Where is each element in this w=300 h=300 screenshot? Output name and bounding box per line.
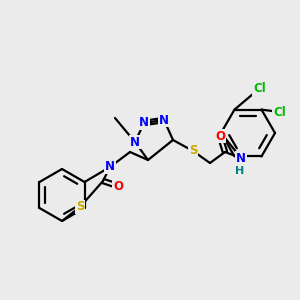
Text: Cl: Cl [254,82,266,94]
Text: S: S [76,200,84,214]
Text: N: N [236,152,246,164]
Text: O: O [113,179,123,193]
Text: N: N [159,113,169,127]
Text: N: N [130,136,140,148]
Text: O: O [215,130,225,142]
Text: S: S [189,145,197,158]
Text: Cl: Cl [274,106,286,118]
Text: N: N [105,160,115,173]
Text: H: H [236,166,244,176]
Text: N: N [139,116,149,130]
